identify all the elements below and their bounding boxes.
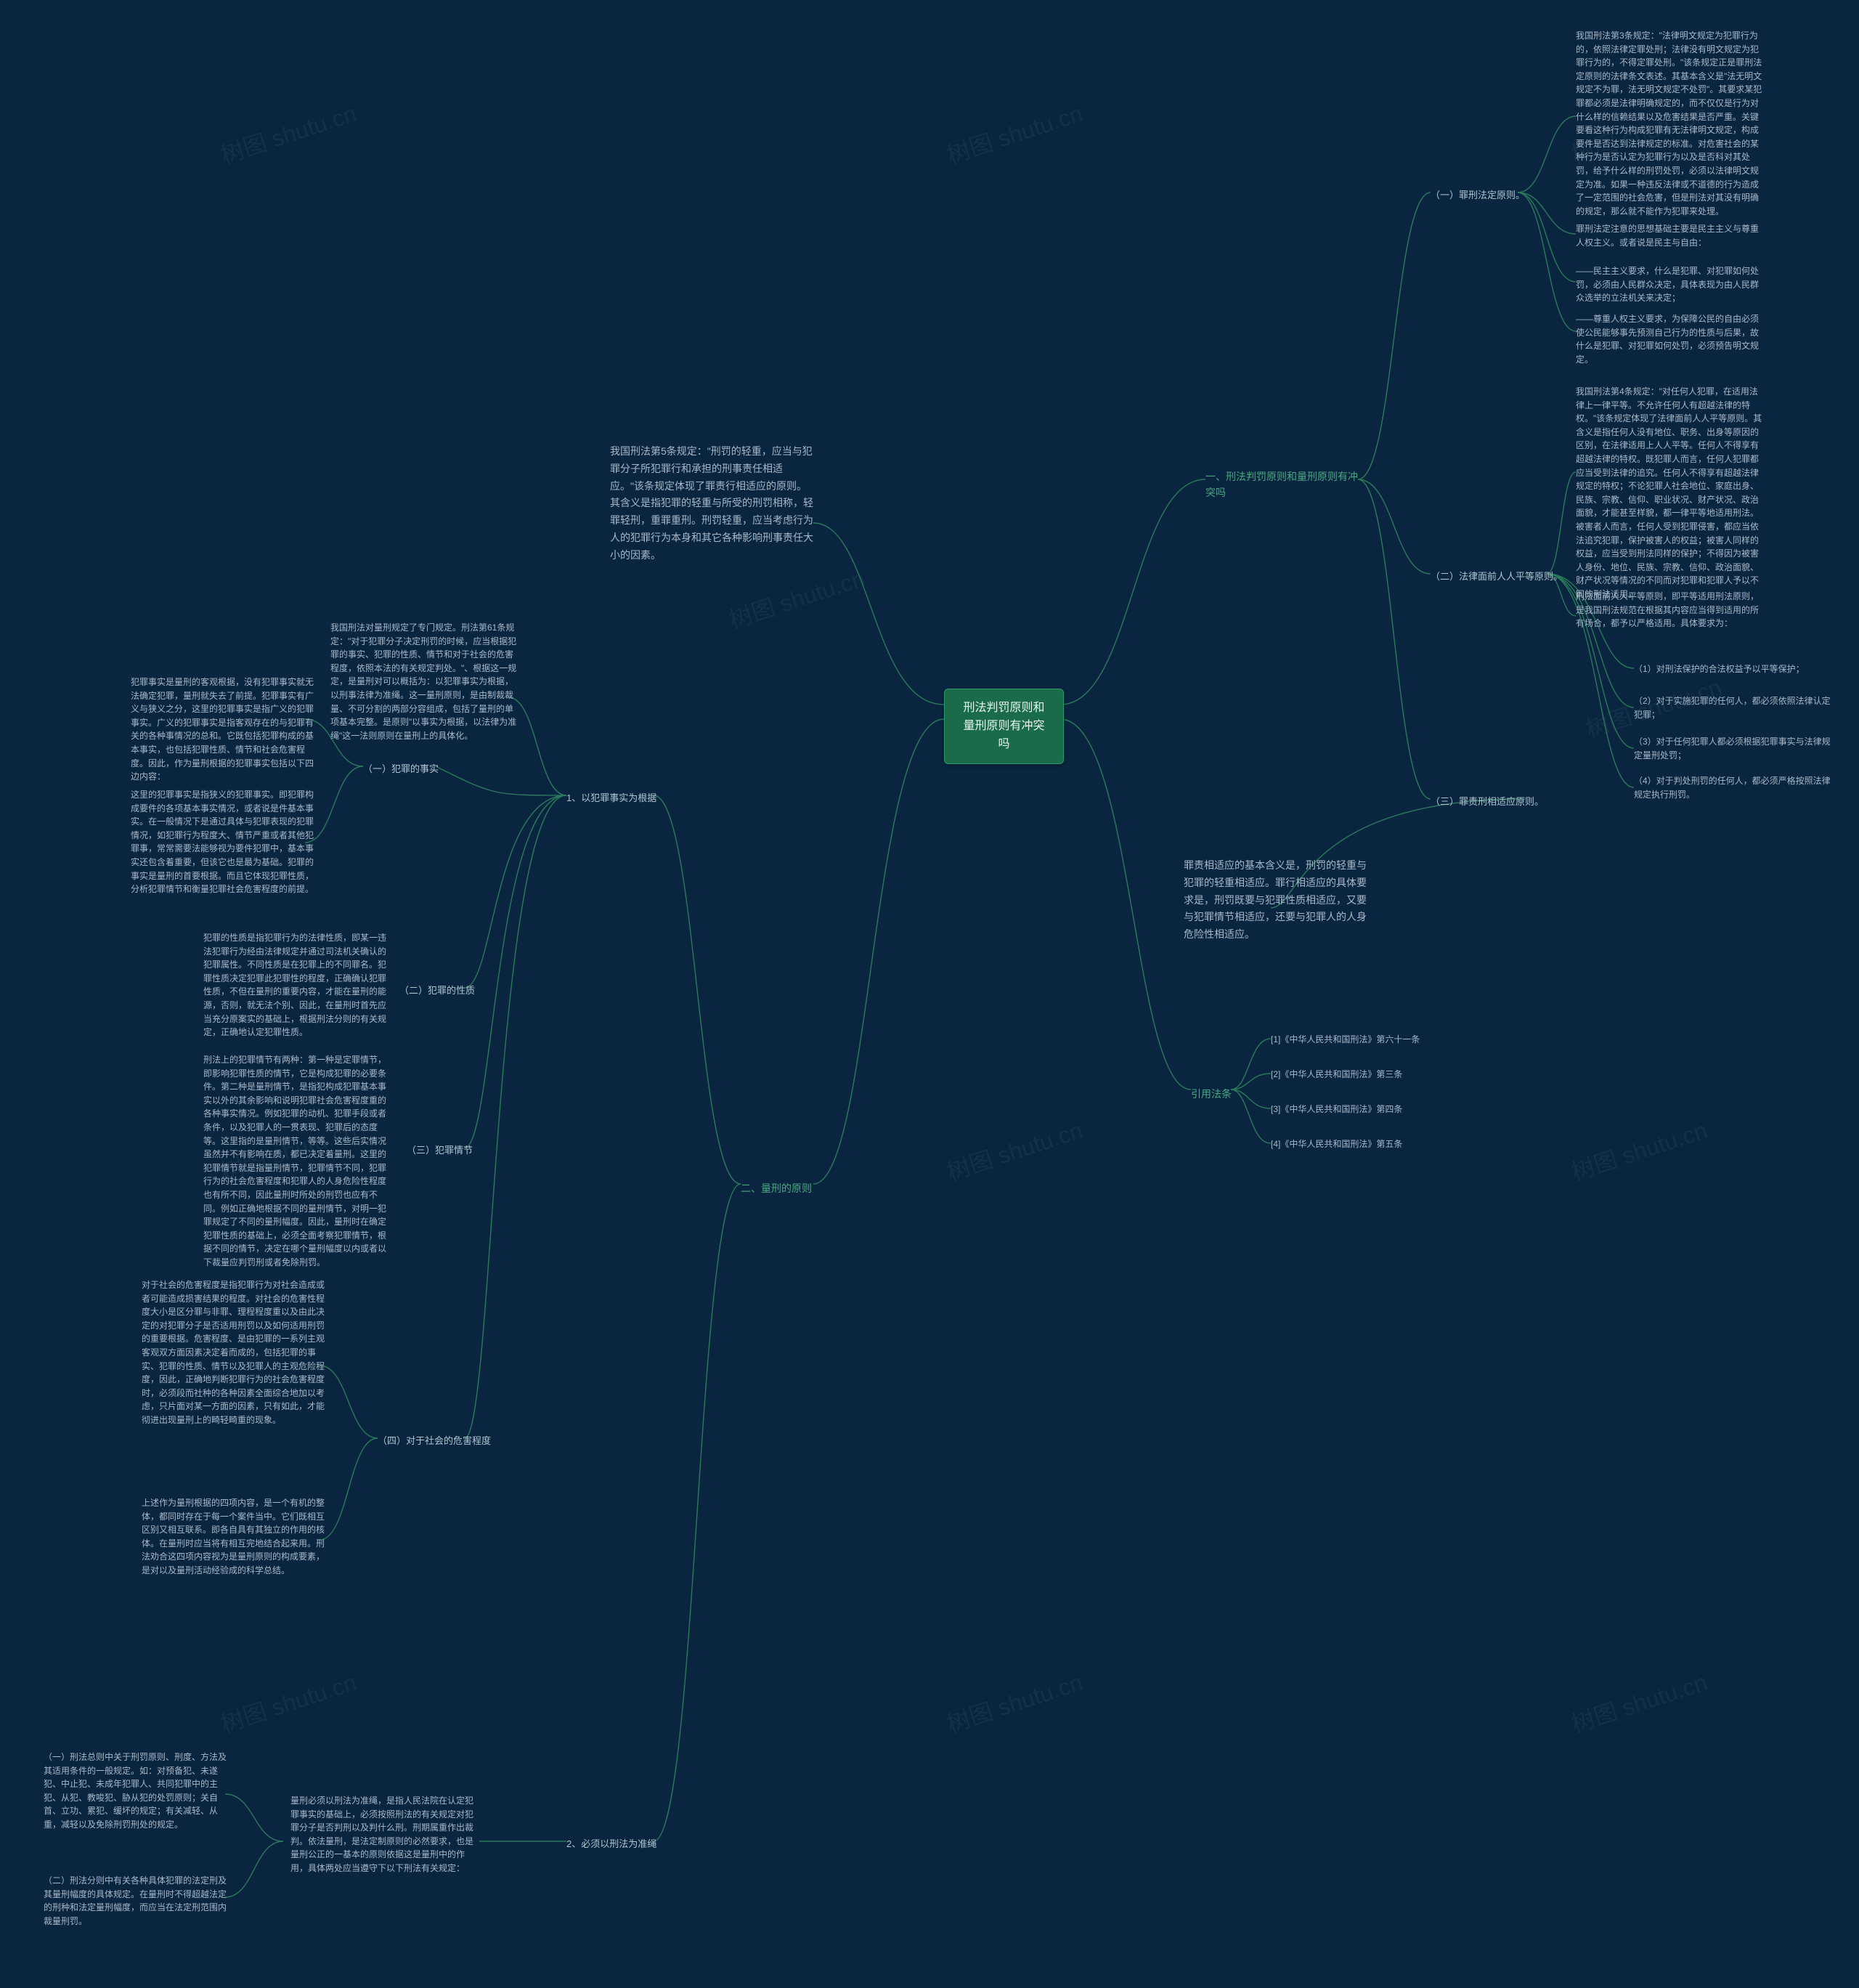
- leaf-l-s1-c2: 犯罪的性质是指犯罪行为的法律性质，即某一违法犯罪行为经由法律规定并通过司法机关确…: [203, 931, 392, 1039]
- leaf-l-s2-intro: 量刑必须以刑法为准绳，是指人民法院在认定犯罪事实的基础上，必须按照刑法的有关规定…: [290, 1794, 479, 1875]
- leaf-l-s1-c4-t2: 上述作为量刑根据的四项内容，是一个有机的整体，都同时存在于每一个案件当中。它们既…: [142, 1496, 330, 1578]
- sub-l-s1-c4: （四）对于社会的危害程度: [378, 1431, 491, 1451]
- mindmap-canvas: 树图 shutu.cn 树图 shutu.cn 树图 shutu.cn 树图 s…: [0, 0, 1859, 1988]
- leaf-l-s1-intro: 我国刑法对量刑规定了专门规定。刑法第61条规定："对于犯罪分子决定刑罚的时候，应…: [330, 621, 519, 742]
- sub-r1-s3: （三）罪责刑相适应原则。: [1431, 792, 1544, 812]
- leaf-l-s1-c1-t1: 犯罪事实是量刑的客观根据，没有犯罪事实就无法确定犯罪，量刑就失去了前提。犯罪事实…: [131, 675, 320, 784]
- watermark: 树图 shutu.cn: [943, 95, 1087, 171]
- leaf-r1-s2-n2: （3）对于任何犯罪人都必须根据犯罪事实与法律规定量刑处罚；: [1634, 735, 1837, 762]
- leaf-l-s1-c3: 刑法上的犯罪情节有两种：第一种是定罪情节，即影响犯罪性质的情节，它是构成犯罪的必…: [203, 1053, 392, 1270]
- leaf-l-s2-1: （二）刑法分则中有关各种具体犯罪的法定刑及其量刑幅度的具体规定。在量刑时不得超越…: [44, 1874, 232, 1928]
- sub-l-s1: 1、以犯罪事实为根据: [566, 788, 656, 808]
- leaf-r1-s2-0: 我国刑法第4条规定："对任何人犯罪，在适用法律上一律平等。不允许任何人有超越法律…: [1576, 385, 1765, 601]
- watermark: 树图 shutu.cn: [1567, 1664, 1712, 1740]
- sub-r1-s2: （二）法律面前人人平等原则。: [1431, 567, 1563, 587]
- watermark: 树图 shutu.cn: [725, 560, 869, 636]
- branch-l-b2: 二、量刑的原则: [741, 1177, 812, 1201]
- sub-l-s1-c3: （三）犯罪情节: [407, 1140, 473, 1161]
- sub-r1-s1: （一）罪刑法定原则。: [1431, 185, 1525, 206]
- leaf-left-para1: 我国刑法第5条规定："刑罚的轻重，应当与犯罪分子所犯罪行和承担的刑事责任相适应。…: [610, 443, 813, 564]
- sub-l-s2: 2、必须以刑法为准绳: [566, 1834, 656, 1854]
- leaf-r1-s1-3: ——尊重人权主义要求，为保障公民的自由必须使公民能够事先预测自己行为的性质与后果…: [1576, 312, 1765, 366]
- sub-l-s1-c2: （二）犯罪的性质: [399, 981, 475, 1001]
- watermark: 树图 shutu.cn: [943, 1664, 1087, 1740]
- leaf-l-s1-c1-t2: 这里的犯罪事实是指狭义的犯罪事实。即犯罪构成要件的各项基本事实情况，或者说是件基…: [131, 788, 320, 896]
- leaf-r1-s1-1: 罪刑法定注意的思想基础主要是民主主义与尊重人权主义。或者说是民主与自由：: [1576, 222, 1765, 249]
- leaf-l-s1-c4-t1: 对于社会的危害程度是指犯罪行为对社会造成或者可能造成损害结果的程度。对社会的危害…: [142, 1278, 330, 1427]
- leaf-r1-s2-n1: （2）对于实施犯罪的任何人，都必须依照法律认定犯罪；: [1634, 694, 1837, 721]
- watermark: 树图 shutu.cn: [216, 1664, 361, 1740]
- leaf-r2-2: [3]《中华人民共和国刑法》第四条: [1271, 1103, 1402, 1116]
- leaf-r1-s1-0: 我国刑法第3条规定："法律明文规定为犯罪行为的，依照法律定罪处刑；法律没有明文规…: [1576, 29, 1765, 218]
- branch-r1: 一、刑法判罚原则和量刑原则有冲突吗: [1205, 465, 1358, 505]
- sub-l-s1-c1: （一）犯罪的事实: [363, 759, 439, 779]
- leaf-r1-s1-2: ——民主主义要求，什么是犯罪、对犯罪如何处罚，必须由人民群众决定，具体表现为由人…: [1576, 264, 1765, 305]
- root-node: 刑法判罚原则和量刑原则有冲突吗: [944, 689, 1064, 764]
- branch-r2: 引用法条: [1191, 1082, 1232, 1107]
- leaf-r1-s3: 罪责相适应的基本含义是，刑罚的轻重与犯罪的轻重相适应。罪行相适应的具体要求是，刑…: [1184, 857, 1372, 944]
- watermark: 树图 shutu.cn: [216, 95, 361, 171]
- leaf-r1-s2-n0: （1）对刑法保护的合法权益予以平等保护；: [1634, 662, 1805, 676]
- leaf-r1-s2-n3: （4）对于判处刑罚的任何人，都必须严格按照法律规定执行刑罚。: [1634, 774, 1837, 801]
- watermark: 树图 shutu.cn: [943, 1112, 1087, 1188]
- leaf-r2-0: [1]《中华人民共和国刑法》第六十一条: [1271, 1033, 1420, 1047]
- watermark: 树图 shutu.cn: [1567, 1112, 1712, 1188]
- leaf-r2-1: [2]《中华人民共和国刑法》第三条: [1271, 1068, 1402, 1082]
- leaf-r2-3: [4]《中华人民共和国刑法》第五条: [1271, 1137, 1402, 1151]
- leaf-l-s2-0: （一）刑法总则中关于刑罚原则、刑度、方法及其适用条件的一般规定。如：对预备犯、未…: [44, 1750, 232, 1832]
- leaf-r1-s2-1: 刑法面前人人平等原则，即平等适用刑法原则，是我国刑法规范在根据其内容应当得到适用…: [1576, 590, 1765, 630]
